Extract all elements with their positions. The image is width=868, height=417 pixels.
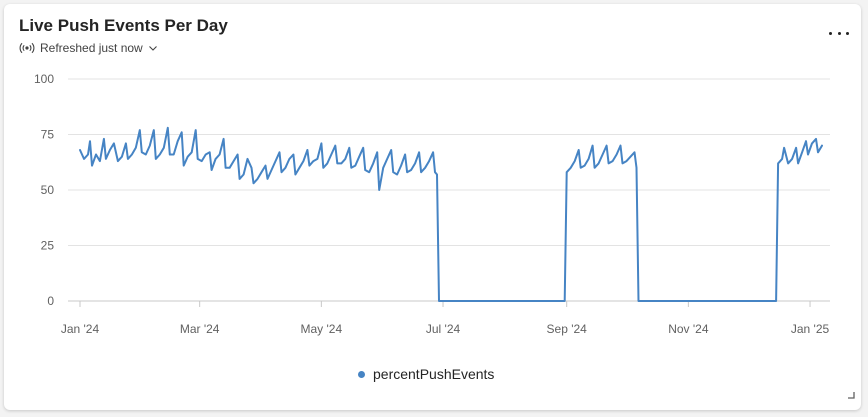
x-tick-label: Nov '24 — [668, 322, 709, 336]
series-line-percentPushEvents — [79, 126, 823, 302]
more-options-button[interactable] — [829, 26, 849, 40]
series-layer — [79, 126, 823, 302]
y-tick-label: 0 — [47, 294, 54, 308]
grid-lines — [68, 78, 830, 302]
x-tick-label: May '24 — [301, 322, 343, 336]
y-tick-label: 25 — [41, 239, 55, 253]
x-tick-label: Sep '24 — [547, 322, 588, 336]
x-tick-label: Jan '24 — [61, 322, 100, 336]
legend-label: percentPushEvents — [373, 366, 495, 382]
y-tick-label: 75 — [41, 128, 55, 142]
y-tick-label: 50 — [41, 183, 55, 197]
legend-marker — [358, 370, 365, 378]
chevron-down-icon — [148, 44, 158, 52]
legend-item[interactable]: percentPushEvents — [358, 366, 494, 382]
axes: 0 25 50 75 100 Jan '24 Mar '24 May '24 Jul '24 Se… — [34, 72, 830, 336]
more-horizontal-icon — [829, 31, 832, 35]
line-chart: 0 25 50 75 100 Jan '24 Mar '24 May '24 Jul '24 Se… — [34, 72, 830, 336]
broadcast-icon — [19, 42, 35, 54]
card-title: Live Push Events Per Day — [19, 16, 228, 35]
x-tick-label: Mar '24 — [180, 322, 220, 336]
y-tick-label: 100 — [34, 72, 54, 86]
chart-card: Live Push Events Per Day Refreshed just … — [4, 4, 861, 410]
more-dot — [837, 31, 841, 35]
x-tick-label: Jul '24 — [426, 322, 461, 336]
refresh-status-label: Refreshed just now — [40, 41, 143, 55]
refresh-status-dropdown[interactable]: Refreshed just now — [19, 41, 158, 55]
x-tick-label: Jan '25 — [791, 322, 830, 336]
more-dot — [846, 31, 849, 35]
resize-handle-icon[interactable] — [847, 386, 855, 404]
